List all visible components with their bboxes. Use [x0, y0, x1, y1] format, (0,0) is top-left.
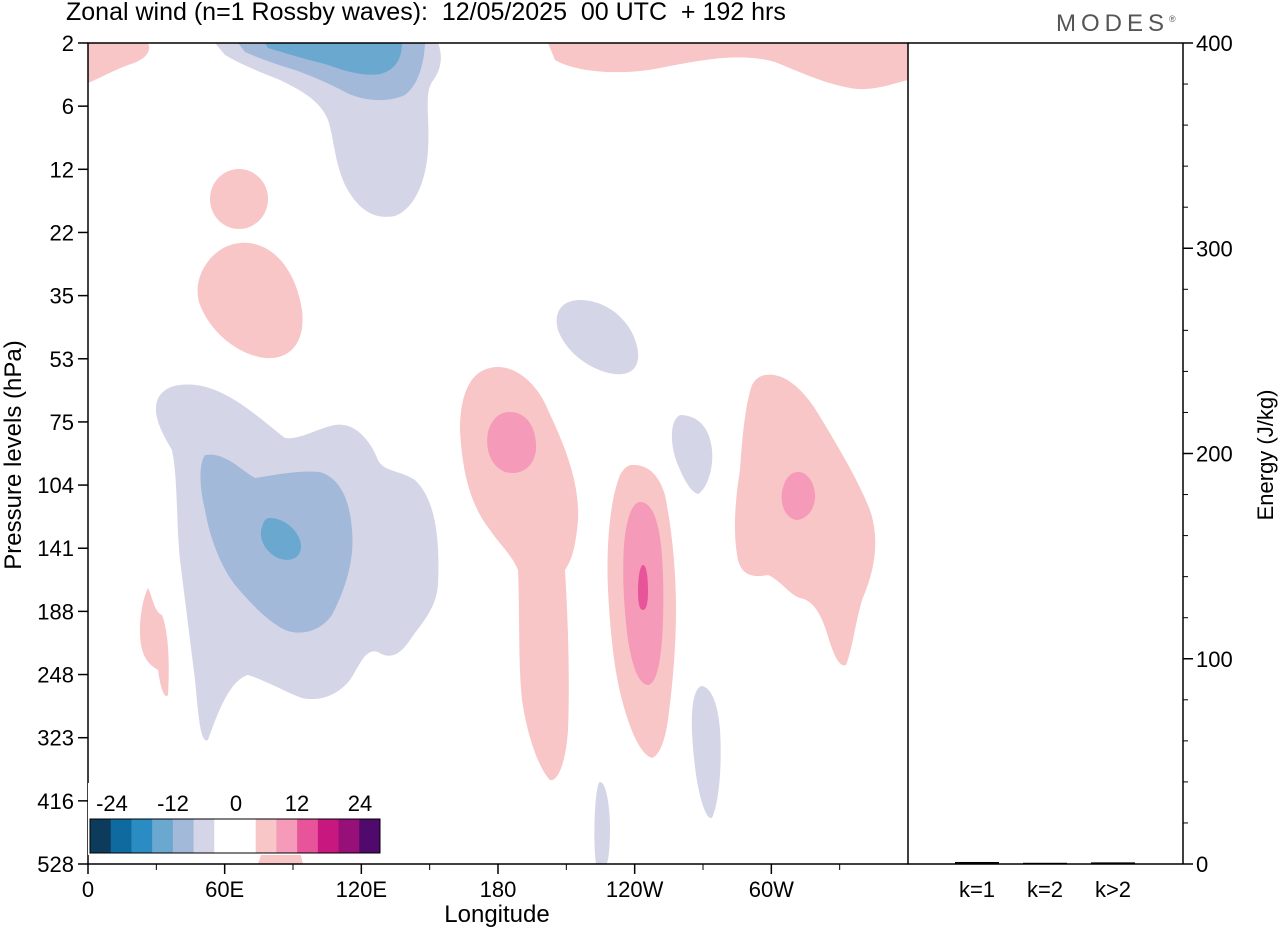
- x-tick-label: 60E: [205, 877, 244, 902]
- contour-field: [88, 43, 908, 864]
- chart-title: Zonal wind (n=1 Rossby waves): 12/05/202…: [66, 0, 786, 26]
- y-tick-label: 35: [50, 284, 74, 309]
- y-tick-label: 53: [50, 347, 74, 372]
- colorbar-swatch: [359, 819, 381, 853]
- colorbar-swatch: [276, 819, 298, 853]
- energy-tick-label: 0: [1196, 852, 1208, 877]
- colorbar-tick-label: -24: [96, 791, 128, 816]
- negative-contour-4: [556, 300, 639, 375]
- colorbar-frame: [89, 818, 381, 854]
- y-tick-label: 104: [37, 473, 74, 498]
- colorbar-swatch: [255, 819, 277, 853]
- y-tick-label: 528: [37, 852, 74, 877]
- energy-tick-label: 100: [1196, 647, 1233, 672]
- negative-contour-7: [260, 518, 302, 560]
- energy-category-label: k=2: [1027, 877, 1063, 902]
- colorbar-swatch: [214, 819, 236, 853]
- energy-tick-label: 200: [1196, 442, 1233, 467]
- energy-bar: [955, 861, 999, 864]
- y-tick-label: 248: [37, 663, 74, 688]
- colorbar-tick-label: 12: [285, 791, 309, 816]
- colorbar-swatch: [110, 819, 132, 853]
- x-tick-label: 60W: [749, 877, 794, 902]
- y-tick-label: 12: [50, 157, 74, 182]
- positive-contour-5: [139, 588, 169, 696]
- x-tick-label: 120W: [606, 877, 664, 902]
- x-tick-label: 120E: [336, 877, 387, 902]
- positive-contour-11: [734, 374, 876, 666]
- positive-contour-6: [460, 367, 579, 781]
- positive-contour-3: [210, 169, 268, 229]
- colorbar-tick-label: 0: [230, 791, 242, 816]
- x-axis-label: Longitude: [444, 901, 549, 928]
- colorbar-swatch: [172, 819, 195, 853]
- modes-logo: MODES®: [1056, 10, 1176, 38]
- negative-contour-10: [594, 782, 610, 864]
- longitude-axis: 0 60E 120E 180 120W 60W: [82, 864, 841, 902]
- energy-bar: [1091, 862, 1135, 864]
- positive-contour-10: [638, 565, 648, 610]
- positive-contour-12: [781, 472, 815, 520]
- energy-category-label: k=1: [959, 877, 995, 902]
- y-axis-label: Pressure levels (hPa): [0, 340, 27, 569]
- energy-axis: 0 100 200 300 400: [1183, 31, 1233, 877]
- colorbar-tick-label: 24: [348, 791, 372, 816]
- positive-contour-1: [88, 43, 150, 83]
- y-tick-label: 188: [37, 599, 74, 624]
- logo-text: MODES: [1056, 10, 1170, 37]
- colorbar-swatch: [235, 819, 257, 853]
- energy-bar: [1023, 862, 1067, 865]
- y-tick-label: 2: [62, 31, 74, 56]
- negative-contour-3: [265, 43, 402, 75]
- energy-axis-label: Energy (J/kg): [1253, 390, 1278, 521]
- colorbar: -24 -12 0 12 24: [88, 783, 382, 855]
- negative-contour-9: [691, 686, 721, 819]
- y-tick-label: 22: [50, 220, 74, 245]
- positive-contour-4: [197, 242, 303, 359]
- x-tick-label: 180: [480, 877, 517, 902]
- colorbar-swatch: [131, 819, 153, 853]
- colorbar-swatch: [193, 819, 215, 853]
- energy-tick-label: 300: [1196, 236, 1233, 261]
- energy-category-label: k>2: [1095, 877, 1131, 902]
- negative-contour-8: [671, 415, 713, 494]
- colorbar-swatch: [297, 819, 319, 853]
- colorbar-swatch: [338, 819, 360, 853]
- y-tick-label: 6: [62, 94, 74, 119]
- pressure-axis: 2 6 12 22 35 53 75 104 141 188 248 323 416 528: [37, 31, 88, 877]
- positive-contour-2: [548, 43, 908, 90]
- x-tick-label: 0: [82, 877, 94, 902]
- energy-tick-label: 400: [1196, 31, 1233, 56]
- y-tick-label: 141: [37, 536, 74, 561]
- logo-mark: ®: [1169, 14, 1176, 24]
- y-tick-label: 75: [50, 410, 74, 435]
- energy-bars: k=1 k=2 k>2: [955, 861, 1135, 902]
- colorbar-swatch: [152, 819, 174, 853]
- positive-contour-7: [487, 412, 537, 474]
- colorbar-swatch: [317, 819, 340, 853]
- y-tick-label: 323: [37, 726, 74, 751]
- y-tick-label: 416: [37, 789, 74, 814]
- colorbar-tick-label: -12: [157, 791, 189, 816]
- colorbar-swatch: [90, 819, 112, 853]
